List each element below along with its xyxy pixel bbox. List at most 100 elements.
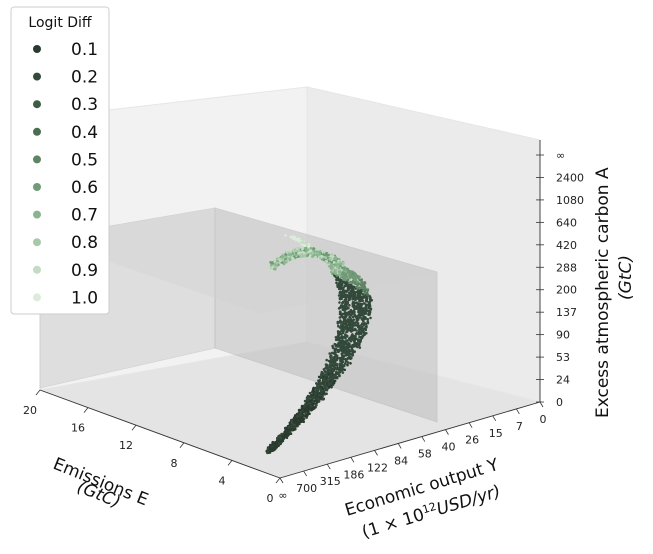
data-point [300, 243, 304, 246]
legend-marker [33, 238, 41, 247]
data-point [343, 294, 347, 298]
data-point [303, 241, 307, 245]
data-point [347, 310, 351, 314]
data-point [342, 308, 346, 312]
data-point [343, 289, 346, 293]
data-point [339, 278, 343, 282]
data-point [297, 255, 300, 258]
x-axis-ticks: 0 4 8 12 16 20 [23, 389, 281, 505]
data-point [349, 272, 353, 275]
data-point [351, 319, 354, 323]
x-tick-label: 12 [119, 439, 133, 452]
data-point [348, 315, 351, 319]
data-point [293, 237, 297, 240]
legend-title: Logit Diff [28, 15, 92, 31]
data-point [324, 253, 327, 257]
data-point [366, 321, 370, 325]
data-point [340, 339, 344, 343]
data-point [276, 437, 279, 440]
legend-marker [33, 265, 41, 274]
data-point [349, 362, 352, 365]
data-point [311, 396, 315, 400]
data-point [335, 370, 338, 374]
data-point [335, 281, 338, 285]
data-point [345, 334, 349, 338]
legend: Logit Diff 0.1 0.2 0.3 0.4 0.5 0.6 0.7 0.8 0.9 1.… [10, 6, 110, 315]
x-tick-mark [35, 389, 41, 396]
data-point [289, 253, 293, 256]
data-point [351, 290, 355, 294]
data-point [340, 332, 343, 336]
data-point [356, 322, 360, 325]
data-point [339, 320, 343, 324]
data-point [346, 363, 349, 367]
data-point [275, 441, 278, 445]
data-point [299, 411, 302, 414]
data-point [360, 322, 364, 326]
data-point [349, 295, 352, 298]
data-point [341, 348, 345, 351]
x-tick-mark [131, 424, 137, 431]
data-point [359, 315, 362, 319]
data-point [339, 324, 343, 327]
data-point [338, 301, 341, 304]
data-point [362, 302, 365, 305]
data-point [327, 372, 331, 376]
data-point [361, 310, 364, 314]
z-tick-label: 288 [556, 261, 577, 274]
data-point [331, 272, 334, 276]
data-point [362, 289, 365, 293]
data-point [311, 255, 314, 258]
data-point [347, 313, 350, 316]
data-point [355, 296, 359, 300]
y-tick-label: ∞ [278, 489, 287, 502]
data-point [337, 287, 341, 291]
data-point [343, 335, 347, 339]
data-point [322, 258, 326, 262]
data-point [341, 312, 344, 316]
data-point [348, 321, 352, 325]
data-point [325, 373, 328, 377]
data-point [349, 323, 353, 327]
x-tick-label: 20 [23, 404, 37, 417]
data-point [330, 358, 333, 361]
data-point [352, 274, 355, 278]
data-point [307, 408, 310, 412]
y-tick-label: 315 [320, 475, 341, 488]
data-point [341, 281, 344, 284]
data-point [349, 291, 353, 295]
data-point [344, 270, 348, 273]
data-point [360, 331, 363, 335]
x-tick-label: 8 [171, 457, 178, 470]
data-point [355, 331, 359, 335]
data-point [330, 255, 334, 258]
data-point [287, 429, 291, 432]
data-point [351, 351, 355, 355]
data-point [329, 379, 332, 383]
data-point [319, 376, 323, 380]
data-point [322, 391, 326, 394]
data-point [322, 397, 326, 401]
x-tick-mark [227, 460, 233, 466]
data-point [334, 338, 338, 342]
data-point [365, 295, 368, 299]
data-point [338, 282, 342, 286]
data-point [352, 312, 355, 315]
y-tick-mark [421, 436, 426, 442]
data-point [355, 307, 358, 311]
y-axis-line [279, 401, 541, 479]
data-point [338, 291, 342, 295]
data-point [285, 430, 288, 433]
data-point [271, 449, 275, 452]
data-point [294, 428, 297, 431]
data-point [351, 321, 354, 325]
data-point [357, 333, 361, 336]
data-point [333, 347, 337, 351]
data-point [317, 393, 321, 397]
data-point [341, 324, 345, 327]
y-tick-mark [374, 450, 378, 456]
data-point [357, 313, 361, 317]
data-point [349, 283, 353, 287]
data-point [344, 313, 348, 317]
data-point [368, 298, 372, 301]
